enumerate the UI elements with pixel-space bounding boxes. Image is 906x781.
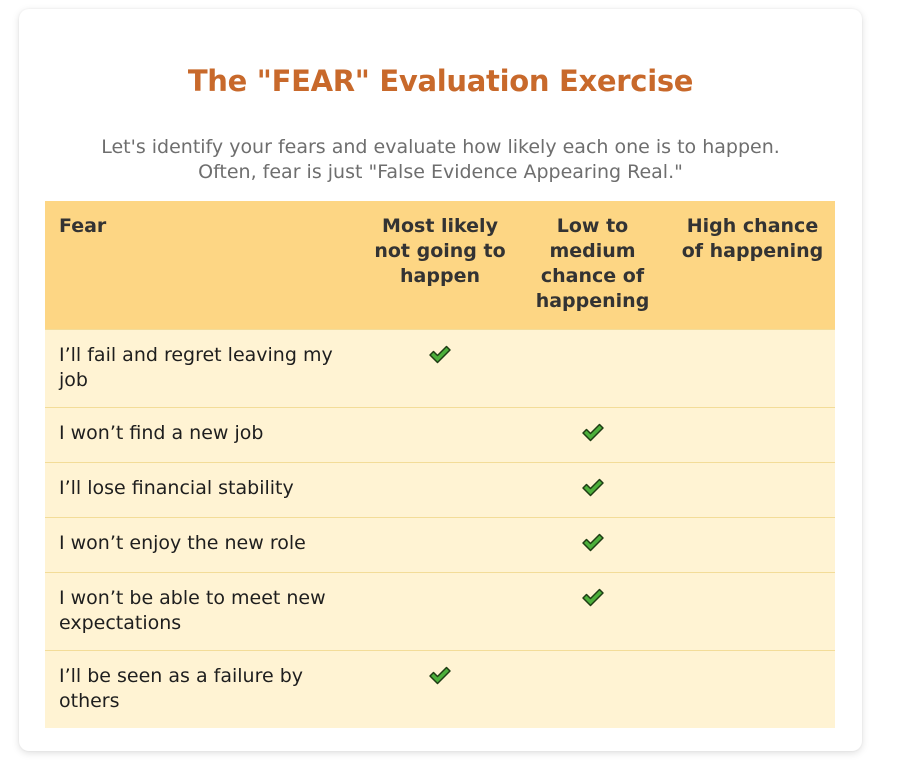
rating-cell <box>365 406 515 462</box>
page-title: The "FEAR" Evaluation Exercise <box>187 64 694 98</box>
rating-cell <box>365 571 515 650</box>
check-icon <box>581 477 605 497</box>
table-row: I won’t enjoy the new role <box>45 516 835 572</box>
check-icon <box>428 665 452 685</box>
fear-evaluation-table: Fear Most likely not going to happen Low… <box>45 201 835 728</box>
fear-cell: I won’t be able to meet new expectations <box>45 571 365 650</box>
rating-cell <box>515 461 670 517</box>
exercise-card: The "FEAR" Evaluation Exercise Let's ide… <box>19 9 862 751</box>
column-header-unlikely: Most likely not going to happen <box>365 201 515 329</box>
rating-cell <box>365 461 515 517</box>
page-subtitle: Let's identify your fears and evaluate h… <box>49 135 832 185</box>
rating-cell <box>515 328 670 407</box>
check-icon <box>581 532 605 552</box>
table-row: I’ll fail and regret leaving my job <box>45 328 835 407</box>
rating-cell <box>670 516 835 572</box>
check-icon <box>581 422 605 442</box>
table-row: I’ll lose financial stability <box>45 461 835 517</box>
table-row: I won’t be able to meet new expectations <box>45 571 835 650</box>
column-header-low-medium: Low to medium chance of happening <box>515 201 670 329</box>
column-header-high: High chance of happening <box>670 201 835 329</box>
fear-cell: I’ll be seen as a failure by others <box>45 649 365 728</box>
fear-cell: I’ll lose financial stability <box>45 461 365 517</box>
rating-cell <box>515 516 670 572</box>
subtitle-line: Let's identify your fears and evaluate h… <box>101 136 780 158</box>
rating-cell <box>670 328 835 407</box>
rating-cell <box>365 649 515 728</box>
rating-cell <box>670 571 835 650</box>
subtitle-line: Often, fear is just "False Evidence Appe… <box>198 161 683 183</box>
table-row: I’ll be seen as a failure by others <box>45 649 835 728</box>
table-row: I won’t find a new job <box>45 406 835 462</box>
fear-cell: I won’t find a new job <box>45 406 365 462</box>
rating-cell <box>670 461 835 517</box>
fear-cell: I won’t enjoy the new role <box>45 516 365 572</box>
rating-cell <box>670 649 835 728</box>
rating-cell <box>515 649 670 728</box>
rating-cell <box>515 406 670 462</box>
rating-cell <box>365 328 515 407</box>
check-icon <box>581 587 605 607</box>
rating-cell <box>365 516 515 572</box>
check-icon <box>428 344 452 364</box>
rating-cell <box>670 406 835 462</box>
rating-cell <box>515 571 670 650</box>
column-header-fear: Fear <box>45 201 365 329</box>
table-header-row: Fear Most likely not going to happen Low… <box>45 201 835 329</box>
fear-cell: I’ll fail and regret leaving my job <box>45 328 365 407</box>
